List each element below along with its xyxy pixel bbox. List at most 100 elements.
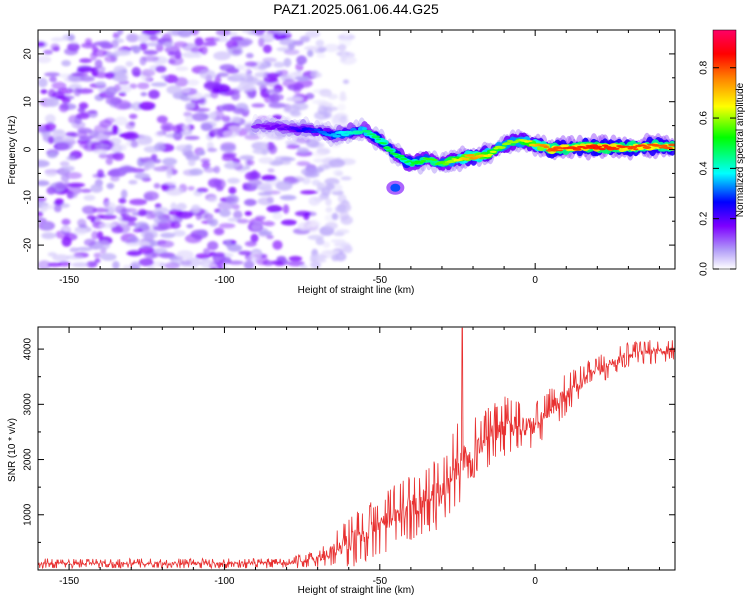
noise-blob <box>272 30 290 35</box>
noise-blob <box>262 220 275 227</box>
ridge-segment <box>269 127 276 130</box>
noise-blob <box>166 85 182 95</box>
noise-blob <box>267 168 275 173</box>
noise-blob <box>268 102 287 109</box>
ridge-segment <box>467 153 475 157</box>
ridge-segment <box>446 159 456 163</box>
noise-blob <box>157 240 175 248</box>
noise-blob <box>300 264 308 269</box>
noise-blob <box>83 238 96 246</box>
noise-blob <box>203 213 214 221</box>
ridge-segment <box>668 143 675 147</box>
noise-blob <box>217 72 229 77</box>
noise-blob <box>258 157 274 164</box>
noise-blob <box>319 88 332 97</box>
noise-blob <box>246 159 255 166</box>
noise-blob <box>52 254 70 262</box>
ridge-segment <box>286 128 293 130</box>
noise-blob <box>71 72 89 77</box>
noise-blob <box>172 124 182 134</box>
noise-blob <box>128 236 140 244</box>
noise-blob <box>250 169 259 179</box>
y-tick-label: 3000 <box>23 393 34 416</box>
noise-blob <box>129 198 148 206</box>
noise-blob <box>121 213 130 219</box>
noise-blob <box>227 177 240 184</box>
noise-blob <box>118 92 127 97</box>
noise-blob <box>262 57 277 63</box>
noise-blob <box>231 116 241 123</box>
noise-blob <box>93 252 102 259</box>
noise-blob <box>195 253 211 260</box>
ridge-segment <box>629 145 638 149</box>
noise-blob <box>162 157 178 166</box>
ridge-segment <box>376 138 382 141</box>
noise-blob <box>99 40 112 49</box>
spectrogram-y-axis-label: Frequency (Hz) <box>7 116 18 185</box>
noise-blob <box>343 244 353 254</box>
ridge-segment <box>633 148 639 151</box>
noise-blob <box>92 46 99 53</box>
noise-blob <box>211 128 223 136</box>
noise-blob <box>38 77 48 88</box>
noise-blob <box>104 202 116 211</box>
noise-blob <box>265 89 281 94</box>
y-tick-label: 2000 <box>23 448 34 471</box>
noise-blob <box>337 103 346 112</box>
snr-y-ticks: 1000 2000 3000 4000 <box>23 338 675 543</box>
noise-blob <box>38 260 52 269</box>
noise-blob <box>140 92 148 97</box>
noise-blob <box>69 247 79 253</box>
noise-blob <box>244 240 257 247</box>
ridge-segment <box>371 135 381 139</box>
noise-blob <box>324 250 340 255</box>
noise-blob <box>227 244 243 252</box>
noise-blob <box>199 46 208 55</box>
noise-blob <box>137 82 150 90</box>
noise-blob <box>168 209 183 217</box>
noise-blob <box>180 88 190 94</box>
ridge-segment <box>461 157 470 161</box>
noise-blob <box>297 147 310 154</box>
noise-blob <box>310 261 322 269</box>
noise-blob <box>47 152 58 159</box>
noise-blob <box>105 86 118 96</box>
noise-blob <box>115 69 126 80</box>
noise-blob <box>90 183 103 193</box>
noise-blob <box>232 107 246 115</box>
noise-blob <box>105 157 114 165</box>
ridge-segment <box>330 133 337 136</box>
noise-blob <box>130 140 139 148</box>
noise-blob <box>192 107 210 112</box>
y-tick-label: 20 <box>23 48 34 60</box>
noise-blob <box>44 114 56 124</box>
noise-blob <box>67 42 80 52</box>
noise-blob <box>98 153 109 159</box>
noise-blob <box>168 59 176 64</box>
noise-blob <box>127 221 136 227</box>
noise-blob <box>180 260 192 266</box>
snr-x-ticks: -150 -100 -50 0 <box>37 327 660 587</box>
noise-blob <box>233 210 243 219</box>
noise-blob <box>139 56 147 66</box>
noise-blob <box>294 175 304 180</box>
noise-blob <box>164 45 181 54</box>
noise-blob <box>40 89 48 94</box>
noise-blob <box>217 260 224 269</box>
noise-blob <box>128 179 138 185</box>
y-tick-label: 1000 <box>23 503 34 526</box>
noise-blob <box>53 204 62 213</box>
y-tick-label: -10 <box>23 190 34 205</box>
noise-blob <box>167 51 176 57</box>
ridge-segment <box>391 153 399 156</box>
noise-blob <box>132 45 141 54</box>
noise-blob <box>96 231 104 240</box>
noise-blob <box>228 186 237 195</box>
noise-blob <box>226 194 239 205</box>
noise-blob <box>200 123 213 131</box>
noise-blob <box>194 37 204 47</box>
noise-blob <box>196 187 209 193</box>
noise-blob <box>143 191 159 201</box>
noise-blob <box>342 79 350 84</box>
noise-blob <box>92 148 109 154</box>
